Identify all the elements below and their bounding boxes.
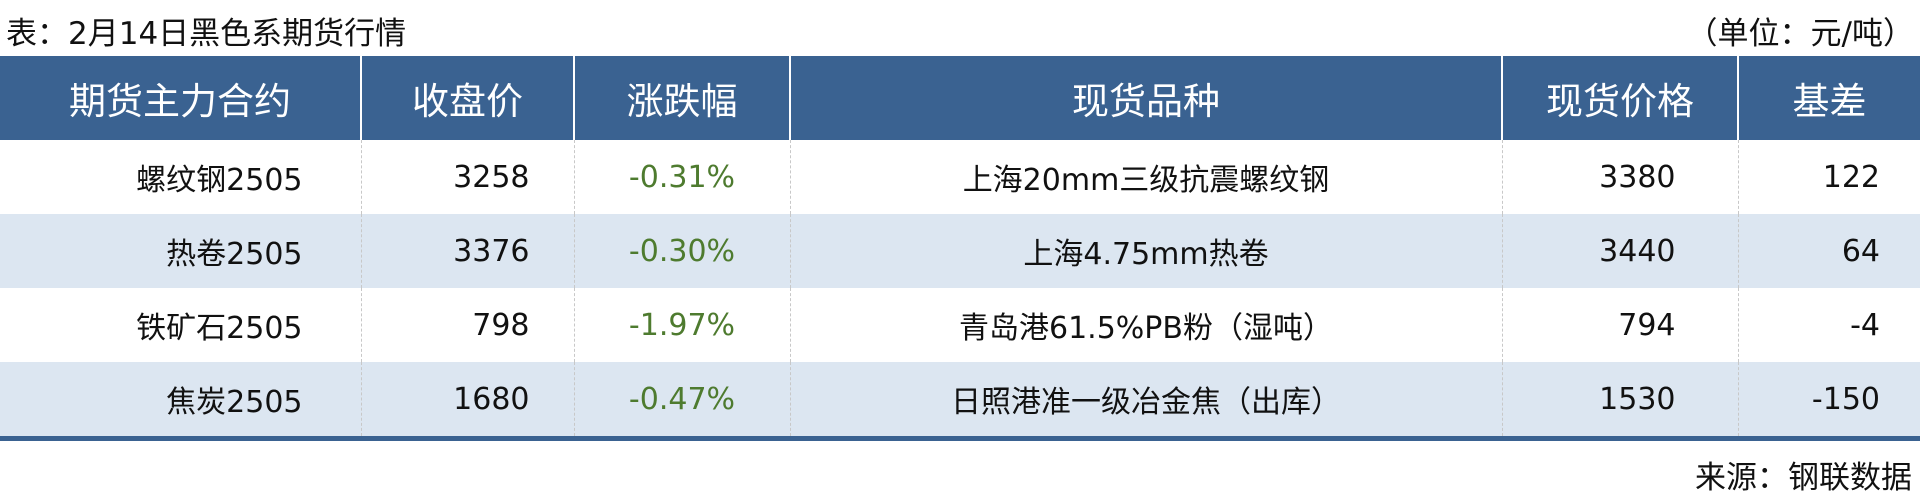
- basis-cell: -150: [1737, 362, 1920, 441]
- contract-cell: 螺纹钢2505: [136, 163, 303, 198]
- close-cell: 3376: [360, 214, 574, 288]
- basis-cell: 122: [1737, 140, 1920, 214]
- header-spot-price: 现货价格: [1501, 56, 1738, 140]
- table-row: 焦炭2505 1680 -0.47% 日照港准一级冶金焦（出库） 1530 -1…: [0, 362, 1920, 441]
- contract-cell: 热卷2505: [0, 214, 361, 288]
- table-row: 螺纹钢2505 3258 -0.31% 上海20mm三级抗震螺纹钢 3380 1…: [0, 140, 1920, 214]
- futures-table: 期货主力合约 收盘价 涨跌幅 现货品种 现货价格 基差 螺纹钢2505 3258…: [0, 56, 1920, 441]
- contract-cell: 铁矿石2505: [136, 311, 303, 346]
- basis-cell: 64: [1737, 214, 1920, 288]
- spot-price-cell: 1530: [1501, 362, 1738, 441]
- change-cell: -0.30%: [573, 214, 790, 288]
- close-cell: 798: [360, 288, 574, 362]
- close-cell: 1680: [360, 362, 574, 441]
- spot-price-cell: 3440: [1501, 214, 1738, 288]
- unit-label: （单位：元/吨）: [1686, 16, 1914, 52]
- contract-cell: 焦炭2505: [0, 362, 361, 441]
- spot-price-cell: 794: [1501, 288, 1738, 362]
- header-contract: 期货主力合约: [0, 56, 361, 140]
- spot-price-cell: 3380: [1501, 140, 1738, 214]
- table-title: 表：2月14日黑色系期货行情: [6, 16, 407, 52]
- header-spot: 现货品种: [789, 56, 1502, 140]
- table-row: 热卷2505 3376 -0.30% 上海4.75mm热卷 3440 64: [0, 214, 1920, 288]
- change-cell: -1.97%: [573, 288, 790, 362]
- header-close: 收盘价: [360, 56, 574, 140]
- spot-cell: 青岛港61.5%PB粉（湿吨）: [789, 288, 1502, 362]
- header-basis: 基差: [1737, 56, 1920, 140]
- source-note: 来源：钢联数据: [1695, 460, 1912, 496]
- header-row: 期货主力合约 收盘价 涨跌幅 现货品种 现货价格 基差: [0, 56, 1920, 140]
- spot-cell: 上海20mm三级抗震螺纹钢: [789, 140, 1502, 214]
- table-row: 铁矿石2505 798 -1.97% 青岛港61.5%PB粉（湿吨） 794 -…: [0, 288, 1920, 362]
- basis-cell: -4: [1737, 288, 1920, 362]
- spot-cell: 日照港准一级冶金焦（出库）: [789, 362, 1502, 441]
- change-cell: -0.47%: [573, 362, 790, 441]
- close-cell: 3258: [360, 140, 574, 214]
- spot-cell: 上海4.75mm热卷: [789, 214, 1502, 288]
- change-cell: -0.31%: [573, 140, 790, 214]
- header-change: 涨跌幅: [573, 56, 790, 140]
